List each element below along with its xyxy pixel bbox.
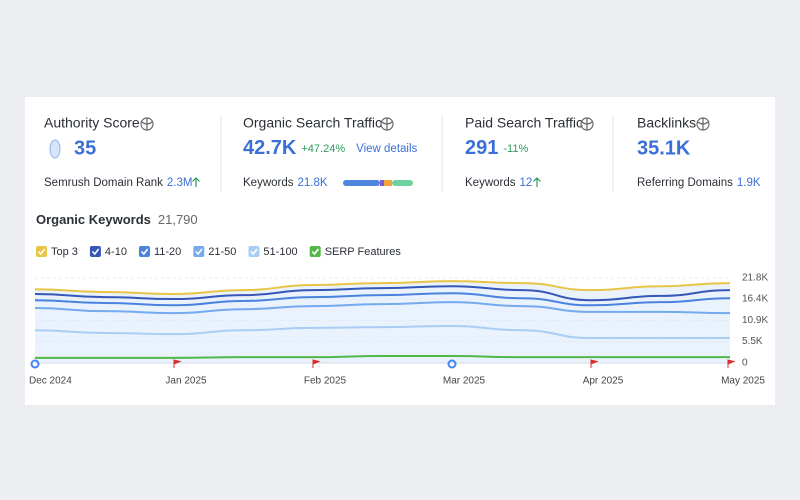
series-line (34, 324, 730, 340)
sub-value: 12 (520, 177, 533, 189)
legend-item[interactable]: SERP Features (309, 246, 402, 258)
legend-item[interactable]: 11-20 (138, 246, 181, 258)
x-tick-label: Jan 2025 (165, 376, 207, 387)
legend-checkbox[interactable] (248, 246, 260, 257)
up-arrow (533, 177, 541, 187)
sub-label: Referring Domains (637, 177, 733, 189)
chart-heading: Organic Keywords 21,790 (36, 212, 198, 227)
value: 291 (465, 137, 498, 159)
metric-title: Backlinks (637, 115, 696, 131)
legend-checkbox[interactable] (89, 246, 101, 257)
metric-title: Authority Score (44, 115, 140, 131)
metric-sub: Semrush Domain Rank 2.3M (44, 177, 192, 189)
metric-title: Organic Search Traffic (243, 115, 382, 131)
metric-sub: Keywords 12 (465, 177, 532, 189)
sub-label: Keywords (465, 177, 516, 189)
metric-title: Paid Search Traffic (465, 115, 583, 131)
info-icon[interactable] (696, 117, 710, 131)
legend-item[interactable]: 4-10 (89, 246, 127, 258)
legend-checkbox[interactable] (138, 246, 150, 257)
legend-item[interactable]: Top 3 (36, 246, 78, 258)
check-mark (311, 248, 320, 256)
google-icon[interactable] (447, 359, 457, 369)
series-line (34, 285, 731, 302)
sub-value: 2.3M (167, 177, 193, 189)
legend-label: SERP Features (325, 246, 402, 258)
metric-value: 291 -11% (465, 137, 528, 159)
info-icon[interactable] (380, 117, 394, 131)
area-band (35, 325, 730, 363)
x-tick-label: Dec 2024 (29, 376, 72, 387)
y-tick-label: 0 (742, 358, 748, 369)
card (25, 97, 775, 405)
metric-value: 35 (74, 137, 96, 159)
chart-subtitle: 21,790 (158, 212, 198, 227)
legend-item[interactable]: 51-100 (248, 246, 298, 258)
legend-checkbox[interactable] (309, 246, 321, 257)
change: +47.24% (301, 143, 345, 155)
check-mark (250, 248, 258, 256)
y-tick-label: 5.5K (742, 336, 763, 347)
sub-value: 1.9K (737, 177, 761, 189)
x-tick-label: May 2025 (721, 376, 765, 387)
sub-label: Semrush Domain Rank (44, 177, 163, 189)
flag-icon[interactable] (590, 359, 599, 368)
y-tick-label: 21.8K (742, 273, 768, 284)
x-tick-label: Apr 2025 (583, 376, 624, 387)
series-line (35, 354, 730, 359)
chart-title: Organic Keywords (36, 212, 151, 227)
score-icon (49, 139, 61, 159)
metric-sub: Keywords 21.8K (243, 177, 328, 189)
area-band (35, 286, 730, 306)
legend-label: Top 3 (51, 246, 78, 258)
legend-label: 4-10 (105, 246, 127, 258)
legend-label: 21-50 (208, 246, 236, 258)
series-line (34, 280, 731, 295)
check-mark (91, 248, 100, 256)
x-tick-label: Mar 2025 (443, 376, 486, 387)
metric-value: 42.7K +47.24% View details (243, 137, 418, 159)
series-line (34, 301, 731, 315)
google-icon[interactable] (30, 359, 40, 369)
area-band (35, 281, 730, 301)
metric-value: 35.1K (637, 137, 691, 159)
change: -11% (503, 143, 528, 155)
sub-value: 21.8K (298, 177, 328, 189)
flag-icon[interactable] (727, 359, 736, 368)
series-line (34, 292, 731, 307)
sub-label: Keywords (243, 177, 294, 189)
legend-label: 51-100 (263, 246, 297, 258)
x-tick-label: Feb 2025 (304, 376, 347, 387)
y-tick-label: 16.4K (742, 294, 768, 305)
view-details-link[interactable]: View details (356, 143, 417, 155)
plot: 21.8K 16.4K 10.9K 5.5K 0 Dec 2024 Jan 2025 Feb … (29, 273, 768, 387)
metric-sub: Referring Domains 1.9K (637, 177, 761, 189)
check-mark (37, 248, 46, 256)
legend-item[interactable]: 21-50 (193, 246, 236, 258)
flag-icon[interactable] (173, 359, 182, 368)
legend-checkbox[interactable] (193, 246, 205, 257)
legend-label: 11-20 (154, 246, 181, 258)
y-tick-label: 10.9K (742, 315, 768, 326)
legend-checkbox[interactable] (36, 246, 47, 257)
keyword-bar (343, 180, 413, 186)
check-mark (140, 248, 149, 256)
info-icon[interactable] (140, 117, 154, 131)
up-arrow (192, 177, 200, 187)
info-icon[interactable] (580, 117, 594, 131)
check-mark (195, 248, 203, 256)
flag-icon[interactable] (312, 359, 321, 368)
value: 42.7K (243, 137, 297, 159)
